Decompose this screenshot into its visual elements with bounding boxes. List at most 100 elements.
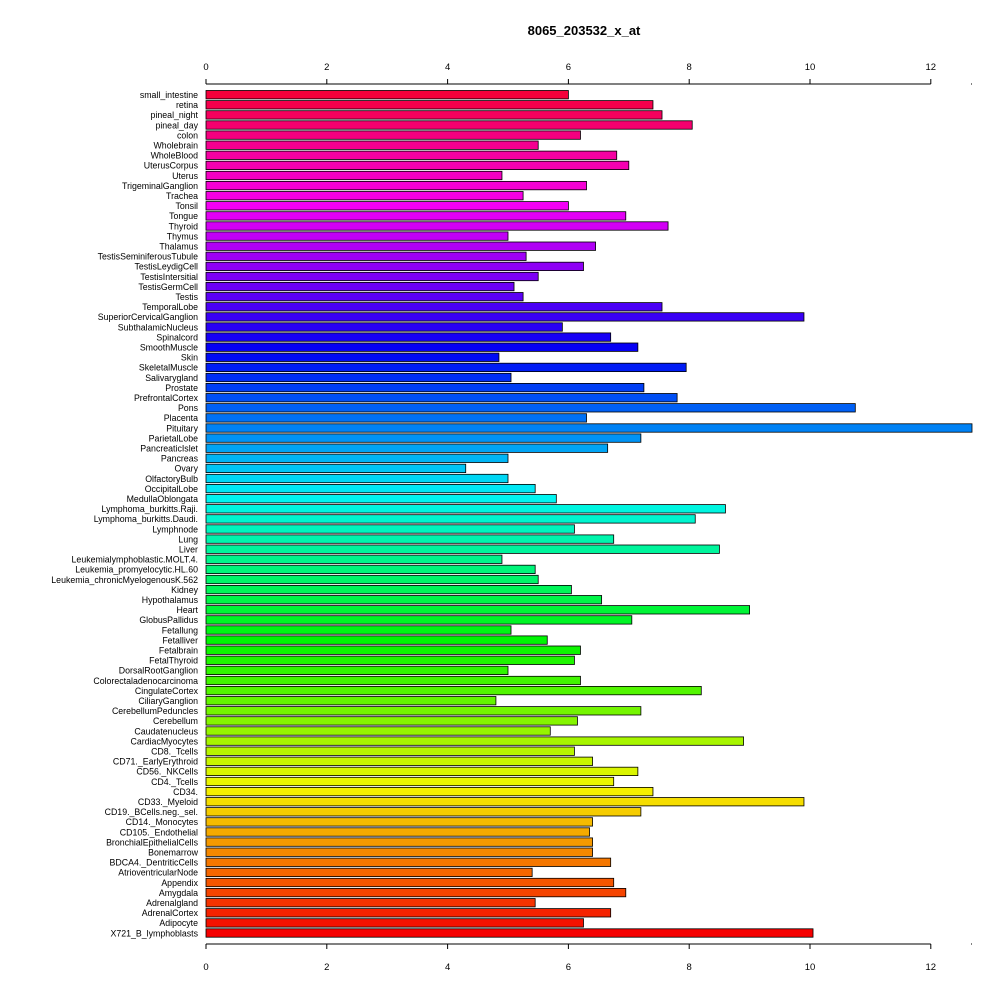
category-label: FetalThyroid	[149, 656, 198, 666]
bar	[205, 110, 663, 120]
category-label: CD56._NKCells	[136, 767, 198, 777]
bar	[205, 312, 805, 322]
bar	[205, 595, 603, 605]
category-label: GlobusPallidus	[139, 615, 198, 625]
bar	[205, 443, 609, 453]
tick-label: 8	[687, 962, 692, 973]
category-label: Hypothalamus	[142, 595, 199, 605]
bar	[205, 120, 693, 130]
category-label: Fetallung	[162, 625, 198, 635]
bar	[205, 393, 678, 403]
bar	[205, 827, 590, 837]
bar	[205, 261, 584, 272]
bar	[205, 211, 627, 221]
bar	[205, 221, 669, 231]
category-label: Pons	[178, 403, 199, 413]
category-label: Colorectaladenocarcinoma	[93, 676, 198, 686]
category-label: Bonemarrow	[148, 848, 199, 858]
category-label: Thalamus	[159, 242, 198, 252]
bar	[205, 857, 612, 867]
bar	[205, 423, 973, 433]
category-label: TestisGermCell	[138, 282, 198, 292]
bar	[205, 494, 557, 504]
category-label: CiliaryGanglion	[138, 696, 198, 706]
bar	[205, 140, 539, 150]
bar	[205, 675, 581, 686]
bar	[205, 898, 536, 908]
category-label: Leukemia_promyelocytic.HL.60	[75, 565, 198, 575]
category-label: ParietalLobe	[149, 433, 199, 443]
bar	[205, 665, 509, 676]
bar	[205, 433, 642, 443]
bar	[205, 635, 548, 645]
category-label: AdrenalCortex	[142, 908, 199, 918]
category-label: CD105._Endothelial	[120, 827, 198, 837]
tick-label: 8	[687, 62, 692, 73]
bar	[205, 716, 578, 726]
category-label: Salivarygland	[145, 373, 198, 383]
category-label: pineal_day	[155, 120, 198, 130]
x-axis-top: 0 2 4 6 8 10 12	[203, 62, 972, 85]
bar	[205, 352, 500, 362]
category-label: WholeBlood	[151, 151, 199, 161]
tick-label: 12	[926, 962, 937, 973]
category-label: Trachea	[166, 191, 198, 201]
category-label: TestisLeydigCell	[134, 262, 198, 272]
bar	[205, 726, 551, 736]
bar	[205, 251, 527, 261]
category-label: MedullaOblongata	[127, 494, 199, 504]
bar	[205, 150, 618, 160]
tick-label: 10	[805, 62, 816, 73]
category-label: AtrioventricularNode	[118, 868, 198, 878]
category-label: CD8._Tcells	[151, 747, 199, 757]
category-label: PancreaticIslet	[140, 444, 198, 454]
category-label: CD33._Myeloid	[138, 797, 198, 807]
category-label: UterusCorpus	[144, 161, 199, 171]
bar	[205, 413, 587, 423]
category-label: PrefrontalCortex	[134, 393, 199, 403]
bar	[205, 645, 581, 655]
category-label: SubthalamicNucleus	[118, 322, 199, 332]
bar	[205, 564, 536, 575]
bar	[205, 615, 633, 625]
category-label: Appendix	[161, 878, 198, 888]
category-label: Heart	[176, 605, 198, 615]
x-axis-bottom: 0 2 4 6 8 10 12	[203, 943, 972, 973]
category-label: Pancreas	[161, 454, 199, 464]
bar	[205, 574, 539, 585]
category-label: Liver	[179, 545, 198, 555]
category-label: small_intestine	[140, 90, 198, 100]
bar	[205, 908, 612, 918]
category-label: retina	[176, 100, 198, 110]
category-label: SkeletalMuscle	[139, 363, 198, 373]
category-label: TemporalLobe	[142, 302, 198, 312]
bar	[205, 817, 593, 827]
bar	[205, 807, 642, 817]
category-label: Skin	[181, 353, 198, 363]
bar	[205, 130, 581, 140]
bar	[205, 918, 584, 928]
bar	[205, 514, 696, 524]
category-label: OlfactoryBulb	[145, 474, 198, 484]
bar	[205, 483, 536, 494]
category-label: Lymphoma_burkitts.Raji.	[102, 504, 198, 514]
category-label: Thyroid	[169, 221, 198, 231]
bar	[205, 534, 615, 544]
category-labels: small_intestineretinapineal_nightpineal_…	[51, 90, 198, 938]
bar	[205, 756, 593, 766]
bar	[205, 90, 569, 100]
category-label: Uterus	[172, 171, 199, 181]
category-label: Tongue	[169, 211, 198, 221]
tick-label: 0	[203, 62, 208, 73]
category-label: Caudatenucleus	[134, 726, 198, 736]
bar	[205, 160, 630, 170]
bar	[205, 928, 814, 938]
bar	[205, 867, 533, 878]
bar	[205, 524, 575, 534]
category-label: SmoothMuscle	[140, 343, 198, 353]
category-label: pineal_night	[151, 110, 199, 120]
category-label: BronchialEpithelialCells	[106, 837, 199, 847]
category-label: Lung	[178, 534, 198, 544]
